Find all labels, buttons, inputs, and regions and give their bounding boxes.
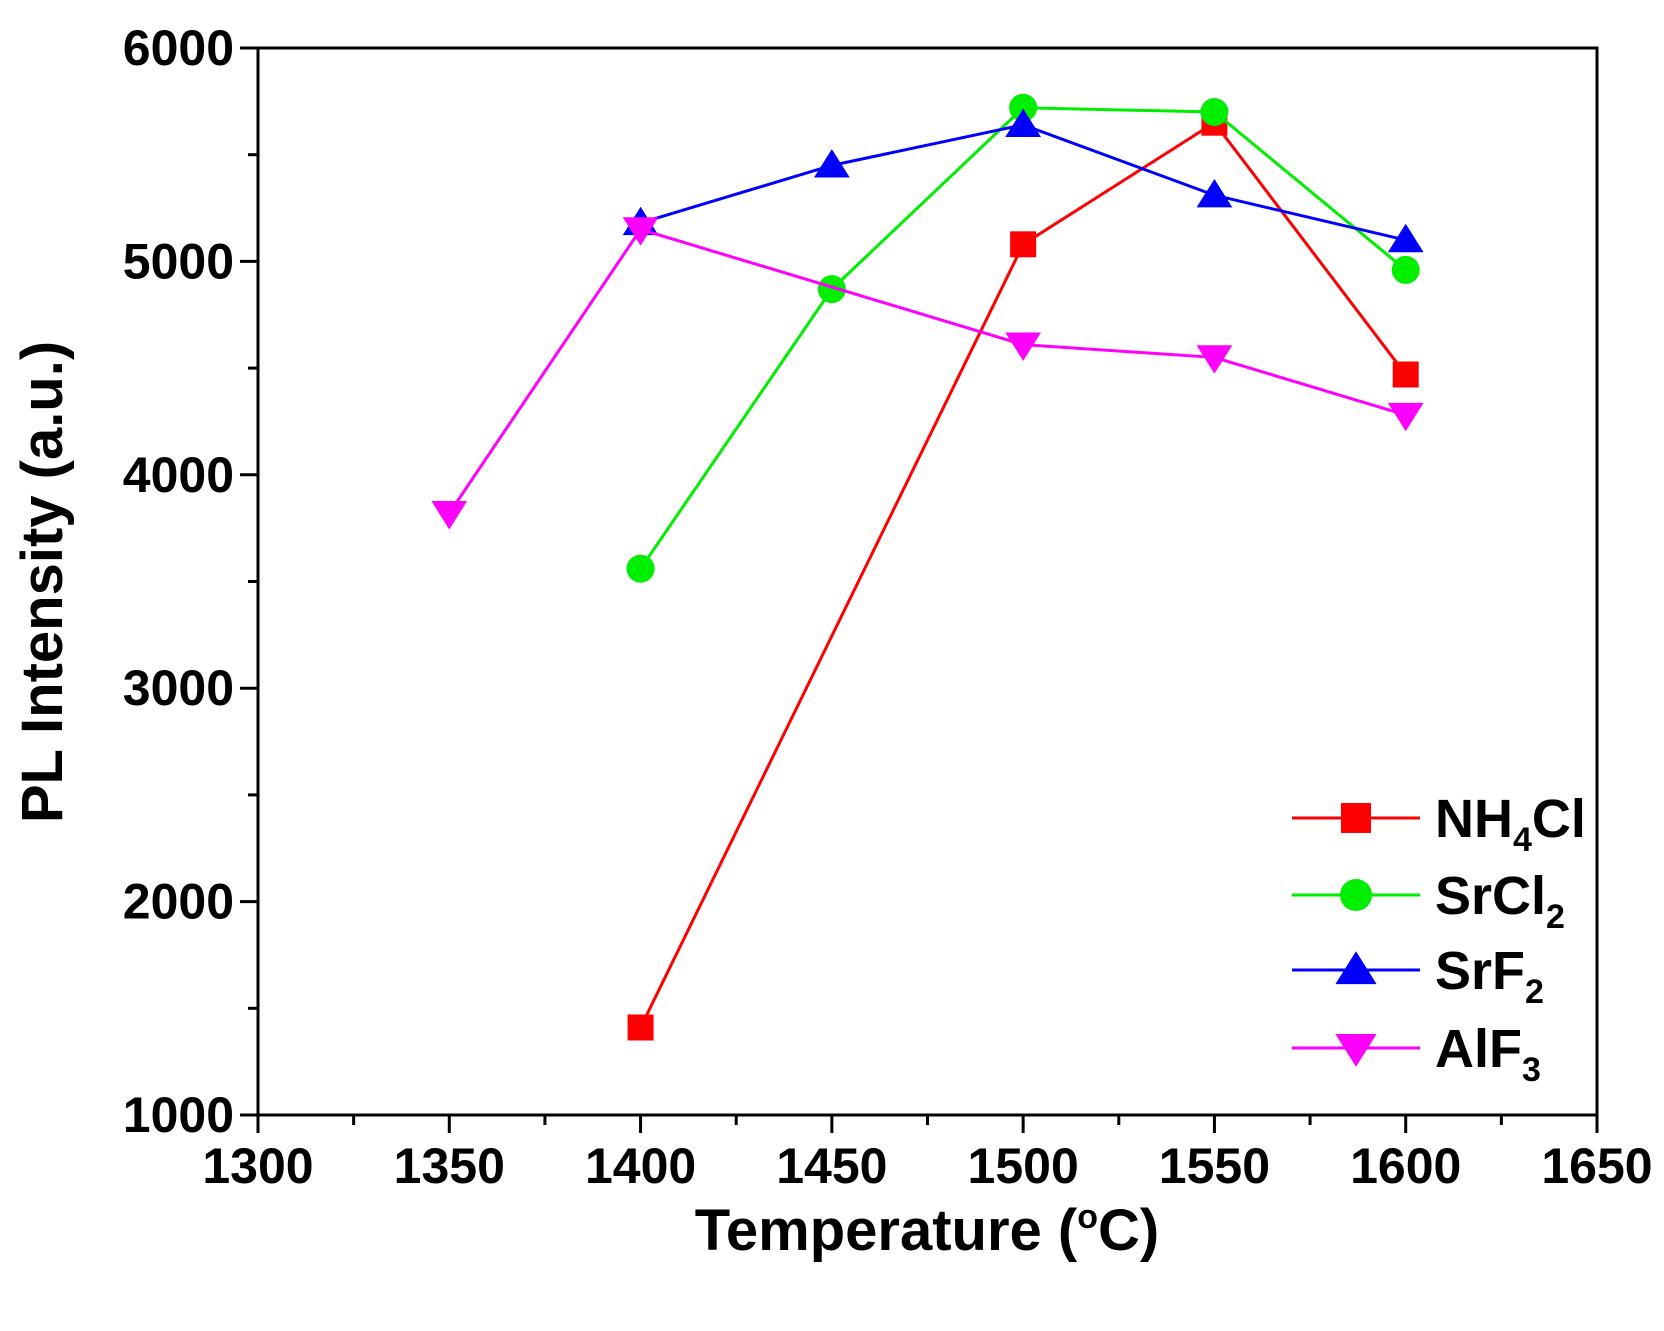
- data-point-SrCl2: [817, 275, 846, 304]
- series-line-AlF3: [448, 227, 1407, 515]
- y-tick-label: 1000: [123, 1087, 234, 1143]
- x-tick-label: 1300: [202, 1138, 313, 1194]
- x-axis-title: Temperature (oC): [695, 1198, 1159, 1263]
- tick-labels: 1300 1350 1400 1450 1500 1550 1600 1650 1000 2000…: [123, 20, 1653, 1194]
- x-tick-label: 1550: [1159, 1138, 1270, 1194]
- legend-item-NH4Cl: NH4Cl: [1292, 789, 1586, 859]
- series-SrCl2: [626, 93, 1420, 583]
- data-point-SrF2: [813, 149, 850, 178]
- legend-item-SrCl2: SrCl2: [1292, 866, 1565, 936]
- data-point-SrF2: [1005, 108, 1042, 138]
- legend-label: SrCl2: [1435, 866, 1565, 936]
- degree-symbol: o: [1077, 1198, 1098, 1236]
- x-tick-label: 1450: [776, 1138, 887, 1194]
- series-AlF3: [431, 217, 1424, 530]
- x-tick-label: 1650: [1541, 1138, 1652, 1194]
- y-tick-label: 6000: [123, 20, 234, 76]
- series-line-NH4Cl: [639, 120, 1407, 1029]
- legend-marker: [1335, 1033, 1377, 1067]
- x-tick-label: 1500: [968, 1138, 1079, 1194]
- data-point-AlF3: [1005, 332, 1042, 361]
- legend-marker: [1341, 803, 1371, 833]
- data-point-SrCl2: [1200, 98, 1229, 127]
- data-point-AlF3: [431, 501, 468, 530]
- data-point-NH4Cl: [1010, 231, 1037, 258]
- x-tick-label: 1350: [394, 1138, 505, 1194]
- legend-item-AlF3: AlF3: [1292, 1019, 1541, 1089]
- x-tick-label: 1600: [1350, 1138, 1461, 1194]
- y-tick-label: 2000: [123, 874, 234, 930]
- series-NH4Cl: [627, 109, 1419, 1041]
- data-point-SrF2: [1196, 178, 1233, 208]
- axis-ticks: [240, 46, 1599, 1133]
- data-point-AlF3: [1196, 345, 1233, 374]
- data-point-AlF3: [1387, 402, 1424, 432]
- legend-item-SrF2: SrF2: [1292, 941, 1544, 1011]
- legend-label: SrF2: [1435, 941, 1544, 1011]
- legend-marker: [1340, 879, 1372, 911]
- y-tick-label: 5000: [123, 233, 234, 289]
- series-layer: [431, 93, 1424, 1041]
- x-tick-label: 1400: [585, 1138, 696, 1194]
- data-point-NH4Cl: [627, 1014, 654, 1041]
- data-point-SrCl2: [1391, 255, 1420, 284]
- data-point-SrF2: [1387, 223, 1424, 253]
- plot-frame: [256, 46, 1599, 1117]
- legend-marker: [1335, 951, 1377, 985]
- y-tick-label: 3000: [123, 660, 234, 716]
- legend-label: AlF3: [1435, 1019, 1541, 1089]
- data-point-AlF3: [622, 217, 659, 246]
- data-point-NH4Cl: [1392, 361, 1419, 388]
- y-tick-label: 4000: [123, 447, 234, 503]
- legend-label: NH4Cl: [1435, 789, 1586, 859]
- y-axis-title: PL Intensity (a.u.): [10, 341, 75, 823]
- data-point-SrCl2: [626, 554, 655, 583]
- series-SrF2: [622, 108, 1424, 253]
- data-point-SrCl2: [1009, 93, 1038, 122]
